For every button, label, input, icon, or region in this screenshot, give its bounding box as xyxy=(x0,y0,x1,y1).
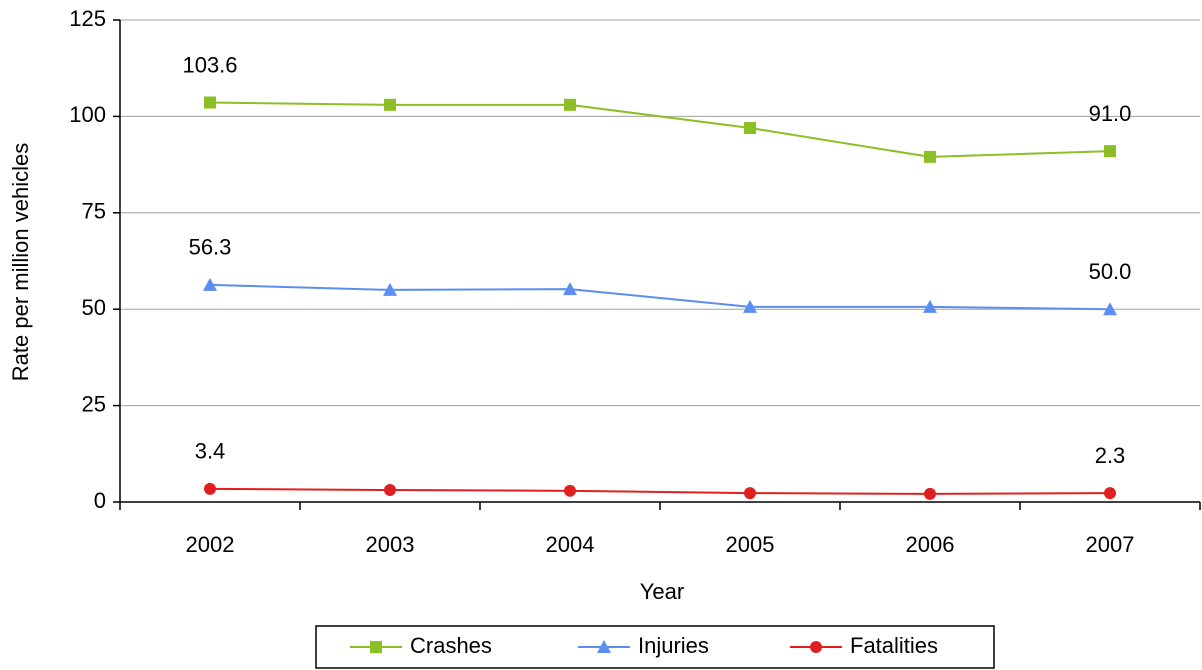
series-line xyxy=(209,101,1111,158)
data-point xyxy=(924,487,936,500)
data-point xyxy=(923,299,937,313)
legend-label: Injuries xyxy=(638,633,709,658)
data-point xyxy=(203,277,217,291)
y-axis-label: Rate per million vehicles xyxy=(8,143,33,381)
legend-marker xyxy=(370,641,382,653)
data-point xyxy=(744,121,756,134)
x-tick-label: 2003 xyxy=(366,532,415,557)
series-line xyxy=(209,487,1111,495)
data-point xyxy=(384,98,396,111)
data-label: 50.0 xyxy=(1089,259,1132,284)
data-label: 56.3 xyxy=(189,235,232,260)
x-tick-label: 2002 xyxy=(186,532,235,557)
data-label: 103.6 xyxy=(182,52,237,77)
legend-marker xyxy=(597,640,611,653)
y-tick-label: 0 xyxy=(94,488,106,513)
data-label: 91.0 xyxy=(1089,101,1132,126)
x-tick-label: 2005 xyxy=(726,532,775,557)
x-tick-label: 2007 xyxy=(1086,532,1135,557)
legend-label: Fatalities xyxy=(850,633,938,658)
y-tick-label: 50 xyxy=(82,295,106,320)
data-point xyxy=(384,484,396,497)
x-tick-label: 2004 xyxy=(546,532,595,557)
data-point xyxy=(563,282,577,296)
data-point xyxy=(383,282,397,296)
data-point xyxy=(743,299,757,313)
data-label: 3.4 xyxy=(195,439,226,464)
x-tick-label: 2006 xyxy=(906,532,955,557)
y-tick-label: 25 xyxy=(82,391,106,416)
data-point xyxy=(1104,487,1116,500)
y-tick-label: 75 xyxy=(82,199,106,224)
data-point xyxy=(204,482,216,495)
data-label: 2.3 xyxy=(1095,443,1126,468)
data-point xyxy=(564,484,576,497)
series-line xyxy=(209,283,1111,311)
x-axis-label: Year xyxy=(640,579,684,604)
data-point xyxy=(204,96,216,109)
data-point xyxy=(744,487,756,500)
data-point xyxy=(1104,145,1116,158)
legend-box xyxy=(315,625,995,669)
legend-label: Crashes xyxy=(410,633,492,658)
data-point xyxy=(924,150,936,163)
data-point xyxy=(1103,302,1117,316)
y-tick-label: 125 xyxy=(69,6,106,31)
data-point xyxy=(564,98,576,111)
legend-marker xyxy=(810,641,822,653)
y-tick-label: 100 xyxy=(69,102,106,127)
